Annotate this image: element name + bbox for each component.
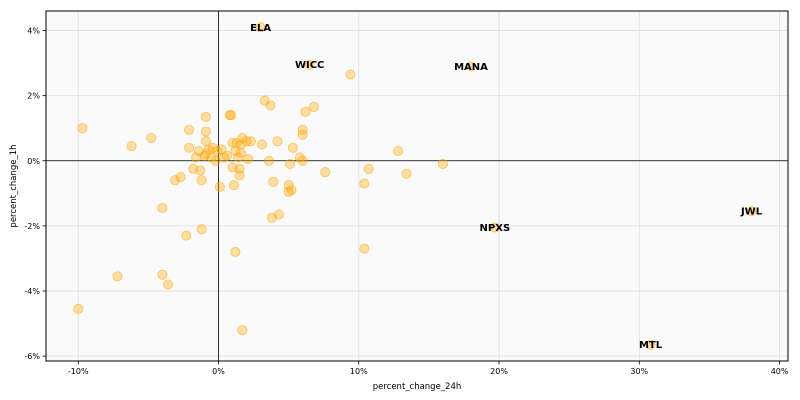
scatter-point — [264, 155, 275, 166]
y-tick-label: -4% — [24, 287, 40, 296]
scatter-point — [210, 155, 221, 166]
scatter-point — [235, 147, 246, 158]
point-label-npxs: NPXS — [480, 223, 511, 234]
scatter-point — [219, 152, 230, 163]
x-tick-label: 10% — [350, 367, 368, 376]
scatter-point — [221, 150, 232, 161]
scatter-point — [286, 185, 297, 196]
scatter-point — [184, 142, 195, 153]
scatter-point — [300, 106, 311, 117]
labeled-point — [304, 59, 315, 70]
scatter-point — [112, 271, 123, 282]
x-tick-label: -10% — [68, 367, 89, 376]
point-annotations: ELA WICC MANA NPXS JWL MTL — [250, 23, 763, 351]
scatter-point — [283, 180, 294, 191]
scatter-point — [265, 100, 276, 111]
scatter-point — [245, 136, 256, 147]
scatter-point — [230, 246, 241, 257]
scatter-point — [77, 123, 88, 134]
point-label-ela: ELA — [250, 23, 271, 34]
scatter-point — [200, 149, 211, 160]
data-points — [73, 22, 757, 350]
scatter-point — [196, 175, 207, 186]
y-axis-label: percent_change_1h — [9, 144, 19, 227]
plot-frame — [45, 10, 789, 362]
x-tick-label: 0% — [212, 367, 225, 376]
scatter-point — [157, 202, 168, 213]
scatter-point — [184, 124, 195, 135]
scatter-point — [233, 152, 244, 163]
scatter-point — [181, 230, 192, 241]
scatter-point — [73, 303, 84, 314]
scatter-point — [437, 159, 448, 170]
scatter-point — [200, 126, 211, 137]
scatter-point — [287, 142, 298, 153]
scatter-point — [285, 159, 296, 170]
point-label-mana: MANA — [454, 62, 488, 73]
scatter-point — [272, 136, 283, 147]
scatter-point — [308, 102, 319, 113]
scatter-point — [273, 209, 284, 220]
scatter-point — [196, 224, 207, 235]
scatter-point — [359, 243, 370, 254]
scatter-point — [359, 178, 370, 189]
scatter-point — [242, 154, 253, 165]
scatter-point — [175, 172, 186, 183]
y-tick-label: -6% — [24, 352, 40, 361]
scatter-point — [320, 167, 331, 178]
point-label-mtl: MTL — [639, 340, 663, 351]
scatter-point — [257, 139, 268, 150]
point-label-wicc: WICC — [295, 60, 324, 71]
scatter-point — [157, 269, 168, 280]
plot-area-background — [46, 11, 788, 361]
x-tick-label: 40% — [771, 367, 789, 376]
scatter-point — [146, 132, 157, 143]
scatter-point — [401, 168, 412, 179]
scatter-point — [195, 165, 206, 176]
labeled-point — [466, 61, 477, 72]
scatter-point — [393, 145, 404, 156]
scatter-point — [297, 155, 308, 166]
scatter-point — [345, 69, 356, 80]
zero-reference-lines — [46, 11, 788, 361]
labeled-point — [746, 206, 757, 217]
labeled-point — [489, 222, 500, 233]
scatter-point — [200, 111, 211, 122]
y-tick-label: 4% — [27, 27, 40, 36]
scatter-point — [126, 141, 137, 152]
y-tick-label: -2% — [24, 222, 40, 231]
scatter-point — [228, 180, 239, 191]
scatter-point — [163, 279, 174, 290]
scatter-point — [234, 170, 245, 181]
labeled-point — [255, 22, 266, 33]
point-label-jwl: JWL — [740, 207, 763, 218]
scatter-point — [297, 124, 308, 135]
scatter-point — [237, 325, 248, 336]
axis-ticks: -10% 0% 10% 20% 30% 40% -6% -4% -2% 0% 2% 4% — [24, 27, 788, 376]
y-tick-label: 2% — [27, 92, 40, 101]
labeled-point — [645, 339, 656, 350]
scatter-point — [268, 176, 279, 187]
y-tick-label: 0% — [27, 157, 40, 166]
scatter-point — [170, 175, 181, 186]
scatter-point — [363, 163, 374, 174]
scatter-point — [226, 110, 237, 121]
x-tick-label: 20% — [490, 367, 508, 376]
x-axis-label: percent_change_24h — [373, 382, 462, 392]
scatter-point — [214, 181, 225, 192]
x-tick-label: 30% — [630, 367, 648, 376]
